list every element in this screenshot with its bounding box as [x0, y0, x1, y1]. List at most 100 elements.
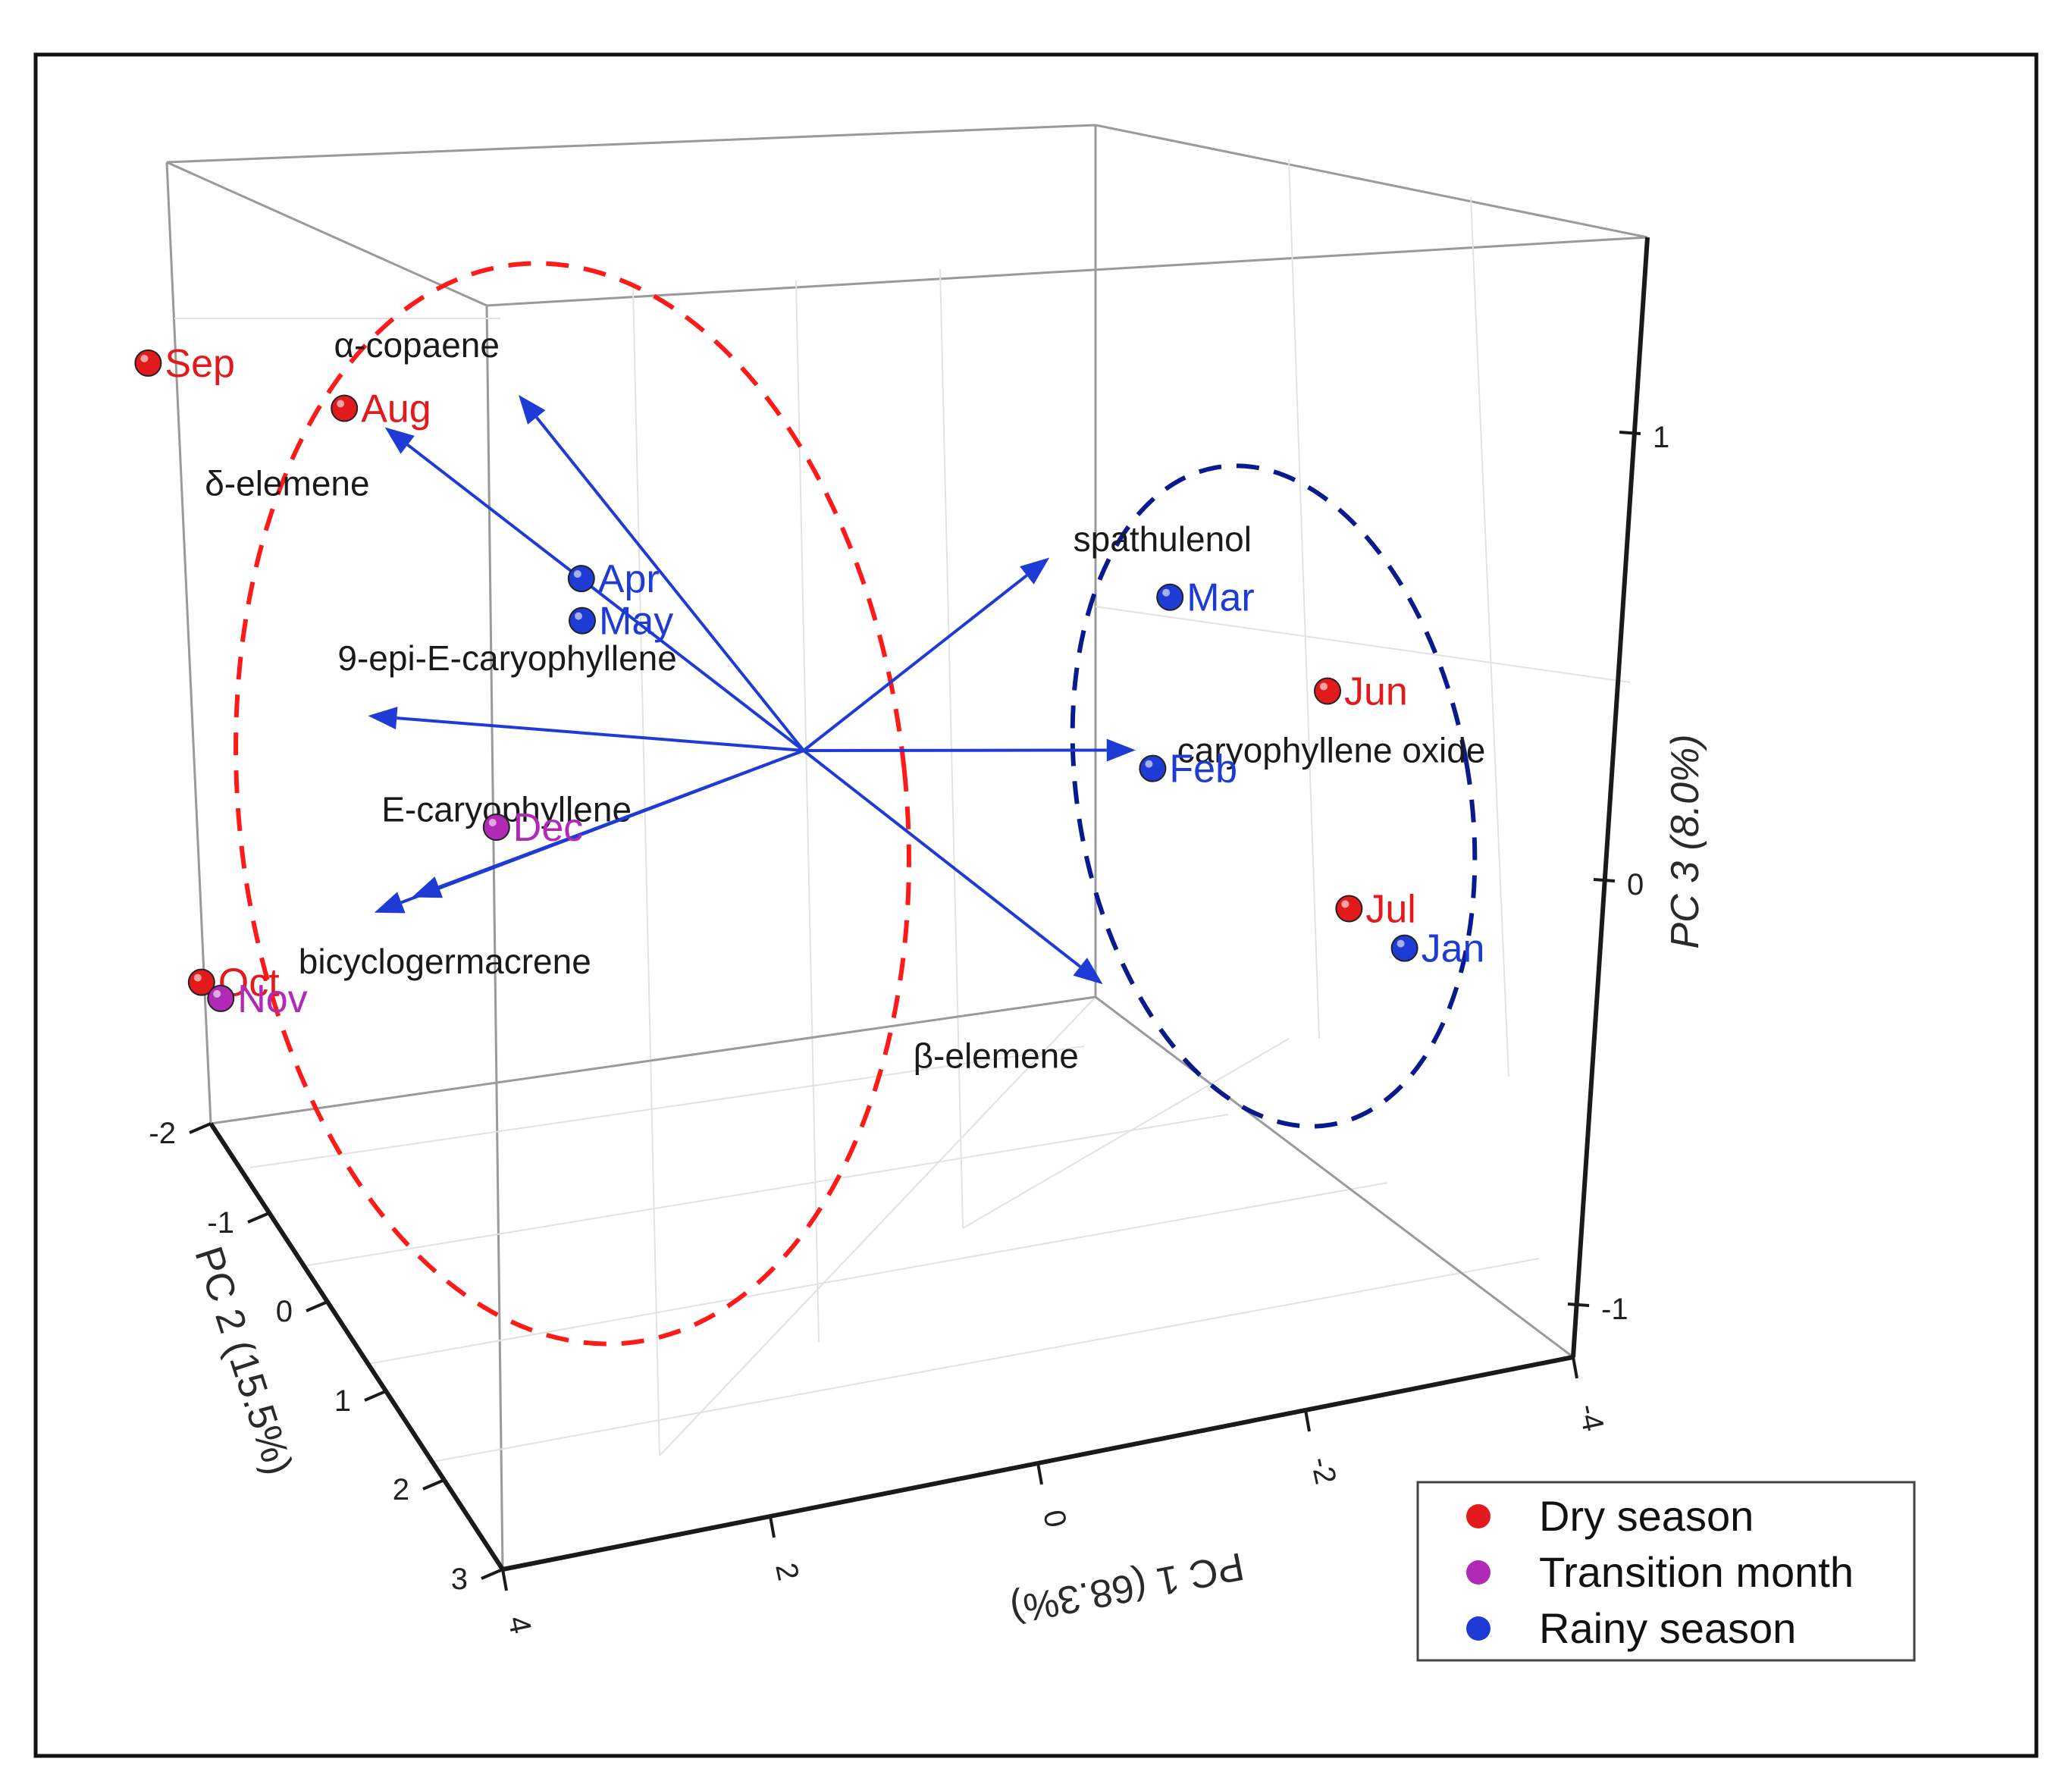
- loading-label: β-elemene: [914, 1036, 1079, 1075]
- score-marker: [1335, 895, 1363, 923]
- legend-marker-dry: [1466, 1504, 1491, 1528]
- loading-arrow-head: [412, 876, 444, 898]
- score-marker: [207, 984, 235, 1012]
- score-point-feb: Feb: [1139, 748, 1237, 792]
- legend-label-dry: Dry season: [1539, 1492, 1754, 1540]
- box-back-edges: [165, 124, 1648, 1570]
- pc1-ticks: [501, 1356, 1578, 1591]
- score-point-may: May: [569, 600, 673, 644]
- score-marker: [1390, 934, 1418, 962]
- loading-label: δ-elemene: [205, 464, 369, 503]
- loading-arrow-line: [397, 716, 804, 752]
- loading-arrow-line: [535, 416, 805, 752]
- score-marker-highlight: [193, 973, 202, 982]
- loading-arrow-head: [1106, 738, 1136, 762]
- loading-vector: bicyclogermacrene: [299, 749, 804, 981]
- loading-vector: 9-epi-E-caryophyllene: [337, 638, 804, 752]
- pc3-tick-label: 1: [1653, 421, 1669, 454]
- box-grid: [174, 158, 1631, 1464]
- score-marker-highlight: [1341, 900, 1349, 908]
- score-marker-highlight: [140, 354, 149, 362]
- score-label: Feb: [1169, 748, 1237, 792]
- score-marker: [331, 394, 359, 422]
- score-label: Mar: [1186, 576, 1255, 620]
- score-point-mar: Mar: [1156, 576, 1255, 620]
- score-label: Nov: [237, 977, 307, 1021]
- score-label: Dec: [513, 806, 583, 850]
- pc2-tick-label: 0: [276, 1295, 293, 1328]
- loading-arrow-line: [406, 444, 805, 752]
- score-point-apr: Apr: [567, 557, 660, 601]
- legend-label-rainy: Rainy season: [1539, 1604, 1796, 1652]
- dry-season-ellipse: [234, 261, 911, 1346]
- score-marker: [1139, 754, 1167, 782]
- pc3-tick-label: -1: [1601, 1293, 1628, 1326]
- score-marker-highlight: [213, 989, 221, 998]
- loading-arrow-line: [802, 574, 1028, 752]
- score-point-sep: Sep: [134, 342, 235, 386]
- pc3-ticks: [1567, 431, 1641, 1307]
- score-label: Jun: [1344, 670, 1408, 714]
- pc2-axis-line: [208, 1122, 505, 1571]
- pc3-tick-label: 0: [1627, 868, 1644, 901]
- score-label: Aug: [361, 387, 431, 431]
- loading-arrow-head: [519, 394, 546, 425]
- pc3-axis-line: [1571, 237, 1650, 1358]
- score-label: Sep: [165, 342, 235, 386]
- loading-arrow-head: [368, 707, 398, 730]
- score-marker: [134, 349, 162, 377]
- score-marker: [567, 565, 595, 593]
- loading-arrow-head: [384, 427, 415, 454]
- figure-frame: [33, 52, 2039, 1758]
- legend-marker-transition: [1466, 1560, 1491, 1585]
- pc3-tick-labels: 1 0 -1: [1601, 421, 1669, 1326]
- score-point-aug: Aug: [331, 387, 431, 431]
- score-marker-highlight: [1320, 682, 1328, 691]
- pc2-tick-label: 2: [393, 1473, 409, 1506]
- score-point-nov: Nov: [207, 977, 308, 1021]
- loading-label: bicyclogermacrene: [299, 942, 591, 981]
- score-marker-highlight: [488, 819, 497, 826]
- legend: Dry season Transition month Rainy season: [1416, 1481, 1916, 1662]
- score-label: Apr: [598, 557, 660, 601]
- loading-arrow-line: [400, 749, 804, 904]
- pc2-tick-label: 1: [334, 1384, 351, 1418]
- score-marker-highlight: [1162, 588, 1171, 597]
- score-point-jan: Jan: [1390, 927, 1485, 971]
- loading-vector: caryophyllene oxide: [803, 730, 1485, 770]
- loading-vector: α-copaene: [334, 325, 805, 752]
- score-marker: [569, 607, 596, 635]
- loading-vector: spathulenol: [802, 519, 1252, 752]
- score-marker-highlight: [573, 570, 581, 578]
- score-marker-highlight: [575, 612, 582, 620]
- score-marker-highlight: [337, 400, 345, 408]
- score-marker-highlight: [1396, 939, 1405, 948]
- legend-marker-rainy: [1466, 1616, 1491, 1641]
- score-label: Jan: [1422, 927, 1485, 971]
- score-label: May: [599, 600, 673, 644]
- score-point-jun: Jun: [1314, 670, 1408, 714]
- loading-arrow-head: [1073, 958, 1103, 985]
- loading-vector: δ-elemene: [205, 427, 805, 752]
- loading-arrows: α-copaene δ-elemene spathulenol caryophylle…: [205, 325, 1485, 1075]
- score-label: Jul: [1365, 888, 1415, 932]
- pc2-tick-label: 3: [451, 1563, 468, 1596]
- box-floor: [210, 995, 1574, 1359]
- loading-label: α-copaene: [334, 325, 500, 365]
- loading-arrow-line: [803, 748, 1107, 752]
- loading-label: spathulenol: [1074, 519, 1252, 559]
- score-marker: [1314, 677, 1341, 705]
- loading-vector: β-elemene: [802, 749, 1103, 1075]
- pc2-tick-labels: -2 -1 0 1 2 3: [149, 1117, 468, 1596]
- pc2-ticks: [189, 1122, 503, 1580]
- loading-arrow-head: [1020, 557, 1050, 585]
- loading-label: 9-epi-E-caryophyllene: [337, 638, 676, 678]
- legend-box: [1416, 1481, 1916, 1662]
- loading-arrow-line: [802, 749, 1081, 968]
- score-point-dec: Dec: [482, 806, 583, 850]
- loading-arrow-head: [374, 892, 406, 914]
- pc2-tick-label: -2: [149, 1117, 176, 1150]
- score-point-jul: Jul: [1335, 888, 1416, 932]
